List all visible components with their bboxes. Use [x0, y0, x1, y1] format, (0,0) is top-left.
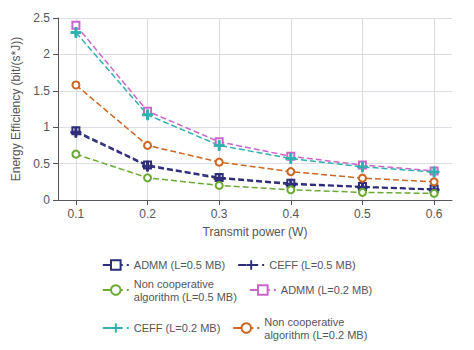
- svg-text:ADMM (L=0.2 MB): ADMM (L=0.2 MB): [281, 284, 372, 296]
- svg-text:0.6: 0.6: [426, 207, 443, 221]
- svg-text:2.5: 2.5: [33, 11, 50, 25]
- svg-text:Transmit power (W): Transmit power (W): [203, 225, 308, 239]
- svg-text:1.5: 1.5: [33, 84, 50, 98]
- svg-text:2: 2: [43, 47, 50, 61]
- svg-text:algorithm (L=0.2 MB): algorithm (L=0.2 MB): [264, 329, 367, 341]
- svg-text:0.2: 0.2: [139, 207, 156, 221]
- svg-text:Non cooperative: Non cooperative: [264, 316, 344, 328]
- svg-text:CEFF (L=0.2 MB): CEFF (L=0.2 MB): [134, 322, 221, 334]
- svg-text:Energy Efficiency (bit/(s*J)): Energy Efficiency (bit/(s*J)): [9, 37, 23, 182]
- svg-text:algorithm (L=0.5 MB): algorithm (L=0.5 MB): [134, 291, 237, 303]
- svg-text:0.5: 0.5: [33, 157, 50, 171]
- svg-text:Non cooperative: Non cooperative: [134, 278, 214, 290]
- svg-text:ADMM (L=0.5 MB): ADMM (L=0.5 MB): [134, 259, 225, 271]
- svg-text:0.1: 0.1: [68, 207, 85, 221]
- svg-text:0.3: 0.3: [211, 207, 228, 221]
- svg-text:0.5: 0.5: [354, 207, 371, 221]
- svg-text:0.4: 0.4: [282, 207, 299, 221]
- svg-text:CEFF (L=0.5 MB): CEFF (L=0.5 MB): [269, 259, 356, 271]
- svg-text:1: 1: [43, 120, 50, 134]
- svg-text:0: 0: [43, 193, 50, 207]
